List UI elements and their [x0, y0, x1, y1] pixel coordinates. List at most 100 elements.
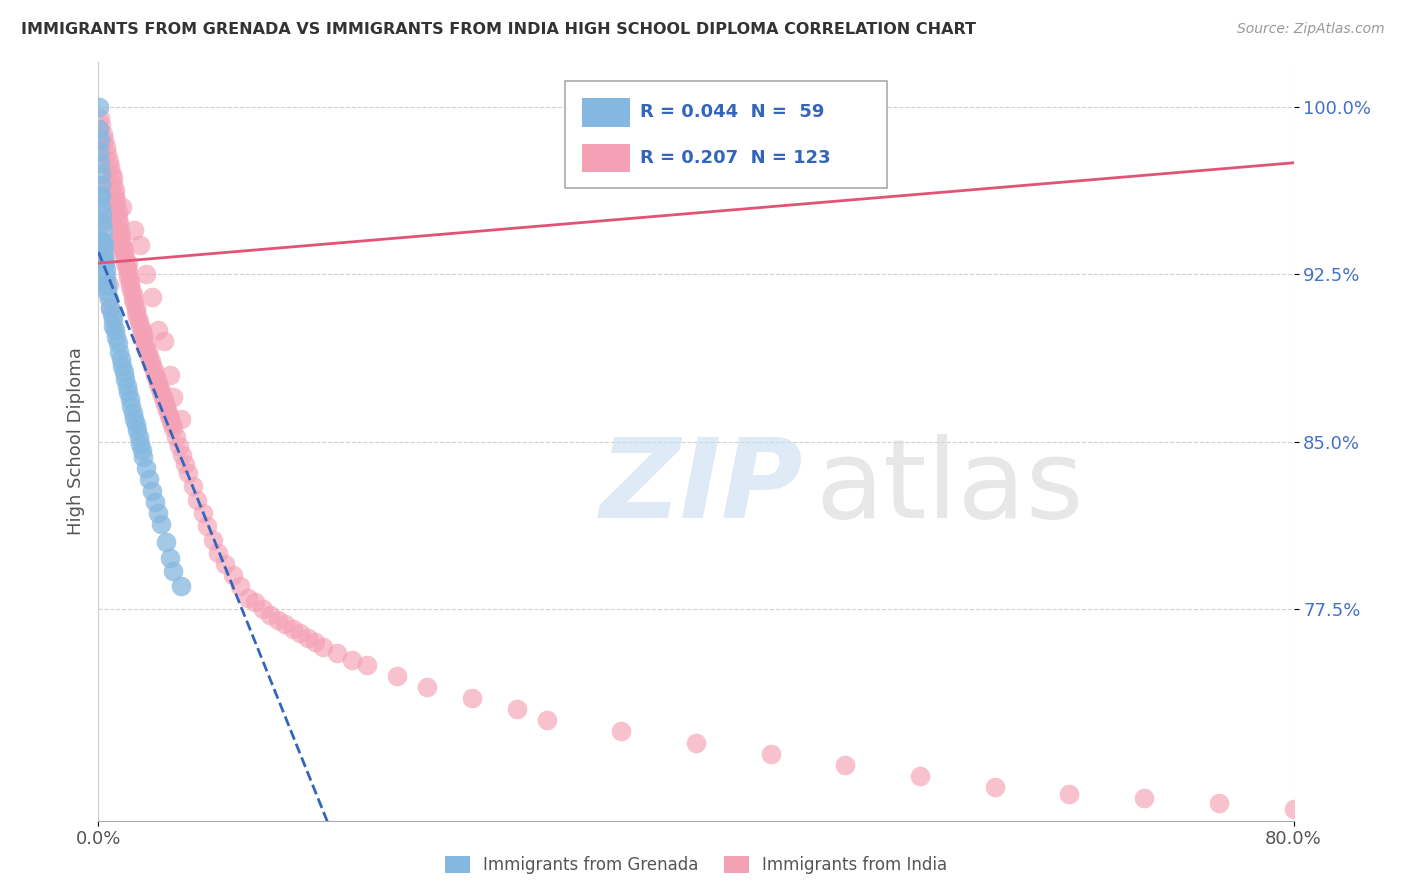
Point: [103, 318, 125, 333]
Point: [141, 483, 163, 498]
Point: [104, 323, 127, 337]
Point: [177, 466, 200, 480]
Point: [155, 535, 177, 549]
Point: [138, 473, 160, 487]
Point: [96, 147, 118, 161]
Point: [91, 207, 114, 221]
Point: [156, 403, 179, 417]
Point: [108, 216, 131, 230]
Point: [131, 443, 153, 458]
Point: [236, 591, 259, 605]
Point: [91, 216, 114, 230]
Point: [162, 564, 184, 578]
Point: [91, 234, 114, 248]
Point: [155, 399, 177, 413]
Point: [197, 519, 219, 533]
Point: [252, 602, 274, 616]
Point: [105, 201, 128, 215]
Point: [834, 758, 856, 772]
Point: [172, 448, 194, 462]
Point: [304, 635, 326, 649]
Point: [167, 439, 190, 453]
Point: [152, 390, 174, 404]
Point: [281, 622, 304, 636]
Point: [139, 354, 162, 368]
Point: [135, 268, 157, 282]
Point: [127, 310, 149, 324]
Point: [134, 336, 156, 351]
Point: [117, 265, 139, 279]
Point: [245, 595, 267, 609]
Point: [150, 517, 173, 532]
Point: [118, 278, 141, 293]
Point: [169, 580, 191, 594]
Point: [89, 145, 111, 159]
Point: [267, 613, 290, 627]
Point: [127, 424, 149, 438]
Point: [114, 256, 136, 270]
Point: [128, 314, 150, 328]
Point: [162, 421, 184, 435]
Point: [117, 385, 139, 400]
Point: [153, 334, 176, 349]
Point: [1059, 787, 1081, 801]
Point: [90, 167, 112, 181]
Point: [135, 341, 157, 355]
Point: [98, 301, 122, 315]
FancyBboxPatch shape: [582, 98, 630, 127]
Point: [385, 669, 409, 683]
Point: [121, 287, 143, 301]
Point: [97, 153, 120, 168]
Point: [97, 278, 120, 293]
Point: [136, 345, 159, 359]
Point: [132, 450, 155, 465]
Point: [112, 247, 135, 261]
Point: [202, 533, 225, 547]
Point: [536, 714, 558, 728]
Point: [107, 205, 129, 219]
Point: [103, 171, 125, 186]
Point: [90, 234, 112, 248]
Point: [90, 118, 112, 132]
Point: [89, 122, 111, 136]
Point: [129, 318, 152, 333]
Point: [98, 161, 122, 175]
Text: atlas: atlas: [815, 434, 1084, 541]
Point: [110, 351, 132, 366]
Point: [169, 412, 191, 426]
Point: [101, 167, 124, 181]
Point: [461, 691, 484, 706]
Point: [141, 359, 163, 373]
Point: [186, 492, 208, 507]
Point: [143, 368, 166, 382]
Point: [96, 244, 118, 259]
Point: [759, 747, 782, 761]
Point: [96, 285, 118, 300]
Point: [125, 305, 148, 319]
Point: [107, 211, 129, 226]
Point: [326, 647, 349, 661]
Point: [141, 290, 163, 304]
Point: [115, 379, 138, 393]
Text: R = 0.207  N = 123: R = 0.207 N = 123: [640, 149, 831, 167]
Point: [124, 412, 146, 426]
Point: [104, 189, 127, 203]
Point: [128, 430, 150, 444]
Point: [98, 301, 122, 315]
Point: [93, 252, 115, 266]
Point: [174, 457, 197, 471]
Point: [114, 372, 136, 386]
Point: [229, 580, 252, 594]
Point: [112, 243, 135, 257]
Point: [143, 495, 166, 509]
Point: [149, 381, 172, 395]
Point: [118, 392, 141, 407]
Point: [148, 376, 170, 391]
Point: [148, 323, 170, 337]
Y-axis label: High School Diploma: High School Diploma: [66, 348, 84, 535]
Point: [96, 278, 118, 293]
Point: [908, 769, 931, 783]
Point: [685, 736, 707, 750]
Point: [115, 260, 138, 275]
Point: [94, 211, 117, 226]
